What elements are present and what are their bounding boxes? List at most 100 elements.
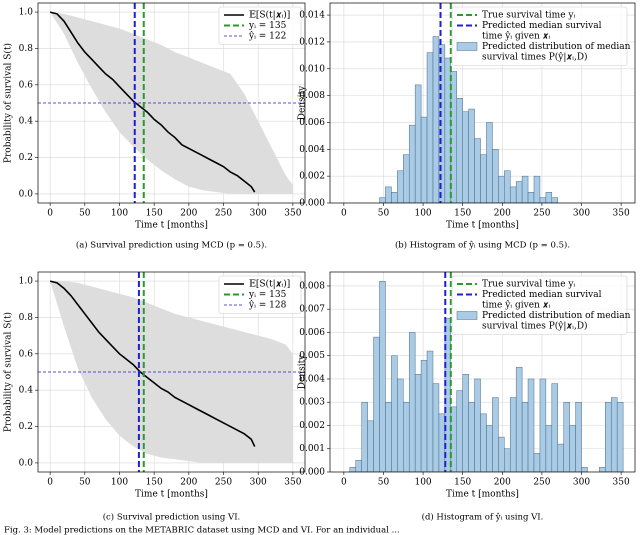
y-tick-label: 0.6	[19, 80, 34, 90]
x-axis-label: Time t [months]	[135, 221, 208, 231]
x-tick-label: 50	[378, 209, 390, 219]
histogram-bar	[432, 36, 440, 203]
legend-label: 𝔼[S(t|𝒙ᵢ)]	[249, 10, 290, 21]
histogram-bar	[385, 401, 392, 472]
histogram-bar	[504, 448, 511, 472]
legend-label: Predicted distribution of median	[482, 311, 631, 321]
y-tick-label: 0.0	[19, 458, 34, 468]
histogram-bar	[557, 443, 564, 472]
legend-label: ŷᵢ = 128	[248, 300, 287, 311]
histogram-bar	[408, 124, 416, 203]
survival-curve	[49, 11, 256, 193]
histogram-bar	[474, 138, 481, 203]
histogram-bar	[527, 378, 535, 472]
histogram-bar	[509, 186, 517, 203]
legend-label: 𝔼[S(t|𝒙ᵢ)]	[249, 279, 290, 290]
histogram-bar	[355, 460, 362, 472]
y-tick-label: 0.4	[19, 386, 34, 396]
histogram-bar	[397, 378, 404, 472]
x-tick-label: 250	[215, 209, 232, 219]
panel: 0.000 0.001 0.002 0.003 0.004 0.005 0.006 0.007…	[298, 271, 636, 523]
legend-box	[451, 275, 628, 335]
y-tick-label: 0.8	[19, 44, 34, 54]
axes-frame	[329, 2, 636, 204]
legend-label: yᵢ = 135	[248, 290, 287, 300]
legend-label: True survival time yᵢ	[482, 11, 575, 21]
x-tick-label: 100	[414, 478, 431, 488]
x-tick-label: 300	[573, 478, 590, 488]
y-tick-label: 0.000	[299, 199, 325, 209]
y-tick-label: 0.002	[299, 421, 325, 431]
histogram-bar	[521, 175, 529, 203]
legend-label: time ŷᵢ given 𝒙ᵢ	[482, 300, 550, 311]
legend-label: Predicted median survival	[482, 290, 602, 300]
histogram-bar	[426, 52, 434, 203]
histogram-bar	[385, 186, 392, 203]
x-tick-label: 200	[494, 478, 511, 488]
x-tick-label: 0	[341, 209, 347, 219]
histogram-bar	[438, 413, 446, 472]
x-axis-label: Time t [months]	[446, 490, 519, 500]
histogram-bar	[515, 181, 523, 203]
x-tick-label: 0	[341, 478, 347, 488]
histogram-bar	[414, 84, 422, 203]
x-tick-label: 150	[454, 478, 471, 488]
legend-label: ŷᵢ = 122	[248, 31, 286, 42]
x-axis-label: Time t [months]	[135, 490, 208, 500]
histogram-bar	[486, 425, 493, 472]
histogram-bar	[432, 383, 440, 472]
y-axis-label: Density	[298, 354, 308, 389]
y-tick-label: 0.2	[19, 153, 33, 163]
histogram-bar	[480, 413, 487, 472]
histogram-bar	[539, 197, 547, 203]
panel: 0.0 0.2 0.4 0.6 0.8 1.0 0 50 100 150 200 250 300 350 T…	[3, 2, 306, 251]
legend-swatch	[456, 42, 478, 51]
legend-label: yᵢ = 135	[248, 21, 287, 31]
x-tick-label: 150	[454, 209, 471, 219]
histogram-bar	[420, 360, 428, 472]
histogram-bar	[610, 397, 618, 472]
histogram-bar	[462, 374, 469, 472]
histogram-bar	[468, 108, 475, 203]
histogram-bar	[486, 122, 493, 203]
survival-curve	[49, 280, 256, 447]
y-tick-label: 0.004	[299, 145, 325, 155]
legend-label: True survival time yᵢ	[482, 280, 575, 290]
y-tick-label: 0.006	[299, 328, 325, 338]
histogram-bar	[444, 318, 452, 472]
histogram-bar	[468, 401, 475, 472]
y-tick-label: 0.005	[299, 351, 325, 361]
histogram-bar	[521, 401, 529, 472]
y-tick-label: 0.4	[19, 117, 34, 127]
panel: 0.0 0.2 0.4 0.6 0.8 1.0 0 50 100 150 200 250 300 350 T…	[3, 271, 306, 523]
y-tick-label: 1.0	[19, 277, 34, 287]
y-tick-label: 0.012	[299, 37, 325, 47]
histogram-bar	[539, 378, 547, 472]
x-tick-label: 50	[79, 478, 91, 488]
axes-frame	[37, 2, 306, 204]
panel: 0.000 0.002 0.004 0.006 0.008 0.010 0.012 0.014…	[298, 2, 636, 251]
histogram-bar	[492, 149, 499, 203]
x-tick-label: 100	[414, 209, 431, 219]
x-tick-label: 50	[378, 478, 390, 488]
histogram-bar	[492, 397, 499, 472]
histogram-bar	[545, 192, 553, 203]
y-tick-label: 0.004	[299, 374, 325, 384]
histogram-bar	[391, 192, 398, 203]
uncertainty-band	[50, 281, 293, 463]
histogram-bar	[527, 192, 535, 203]
axes-frame	[37, 271, 306, 473]
y-tick-label: 0.003	[299, 398, 325, 408]
x-tick-label: 250	[533, 478, 550, 488]
plot-area	[38, 272, 305, 472]
caption: (a) Survival prediction using MCD (p = 0…	[76, 240, 267, 251]
x-tick-label: 300	[573, 209, 590, 219]
figure-caption: Fig. 3: Model predictions on the METABRI…	[4, 526, 400, 535]
caption: (b) Histogram of ŷᵢ using MCD (p = 0.5).	[395, 240, 570, 251]
histogram-bar	[361, 401, 368, 472]
histogram-bar	[533, 453, 541, 472]
legend-label: survival times P(ŷ|𝒙ᵢ,D)	[482, 321, 588, 332]
